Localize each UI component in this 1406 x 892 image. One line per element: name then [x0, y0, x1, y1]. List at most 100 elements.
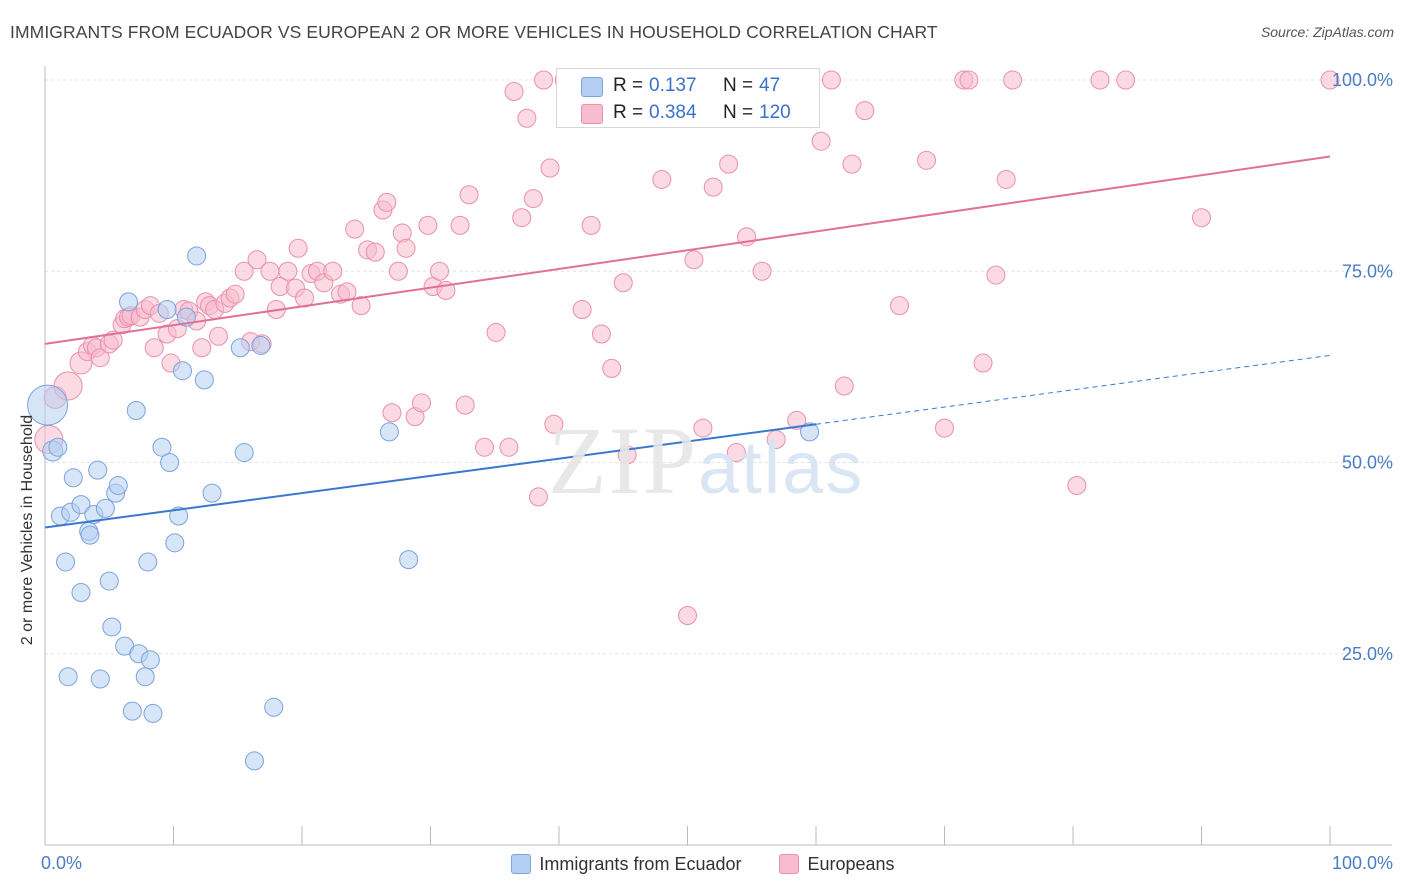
- europeans-point: [1192, 208, 1211, 228]
- ecuador-point: [88, 460, 108, 480]
- x-tick-label: 0.0%: [41, 853, 82, 873]
- europeans-point: [459, 185, 479, 205]
- europeans-point: [719, 154, 739, 174]
- legend-item-europeans[interactable]: Europeans: [779, 852, 895, 876]
- ecuador-point: [138, 552, 158, 572]
- europeans-point: [90, 348, 110, 368]
- europeans-point: [396, 238, 416, 258]
- europeans-point: [288, 238, 308, 258]
- ecuador-trend-line: [44, 423, 817, 529]
- ecuador-point: [48, 437, 68, 457]
- europeans-point: [474, 437, 494, 457]
- europeans-point: [890, 296, 910, 316]
- europeans-point: [1116, 70, 1136, 90]
- europeans-point: [821, 70, 841, 90]
- ecuador-point: [234, 443, 254, 463]
- stats-row-europeans: R = 0.384 N = 120: [557, 101, 819, 127]
- europeans-point: [1320, 70, 1340, 90]
- europeans-point: [429, 261, 449, 281]
- europeans-point: [787, 410, 807, 430]
- ecuador-point: [95, 498, 115, 518]
- y-axis-label: 2 or more Vehicles in Household: [19, 414, 36, 646]
- watermark-atlas: atlas: [698, 426, 865, 509]
- y-axis-label-wrap: 2 or more Vehicles in Household: [8, 330, 48, 730]
- europeans-point: [504, 81, 524, 101]
- europeans-point: [534, 70, 554, 90]
- europeans-point: [455, 395, 475, 415]
- y-tick-label: 50.0%: [1342, 453, 1393, 473]
- legend: Immigrants from Ecuador Europeans: [0, 852, 1406, 876]
- europeans-point: [693, 418, 713, 438]
- europeans-point: [811, 131, 831, 151]
- y-tick-label: 100.0%: [1332, 70, 1393, 90]
- europeans-point: [678, 606, 697, 625]
- europeans-point: [418, 215, 438, 235]
- ecuador-point: [119, 292, 139, 312]
- grid-lines: [45, 79, 1392, 655]
- ecuador-point: [71, 495, 91, 515]
- watermark: ZIPatlas: [548, 405, 864, 516]
- europeans-point: [365, 242, 385, 262]
- ecuador-point: [140, 650, 160, 670]
- legend-label-europeans: Europeans: [807, 853, 895, 874]
- ecuador-point: [143, 703, 163, 723]
- ecuador-point: [80, 525, 100, 545]
- ecuador-point: [194, 370, 214, 390]
- legend-swatch-europeans: [779, 854, 800, 874]
- europeans-swatch: [581, 104, 603, 124]
- europeans-point: [1090, 70, 1110, 90]
- ecuador-point: [172, 361, 192, 381]
- ecuador-point: [251, 335, 271, 355]
- r-label: R =: [613, 75, 644, 96]
- europeans-point: [917, 150, 937, 170]
- europeans-point: [499, 437, 519, 457]
- europeans-point: [684, 250, 704, 270]
- legend-item-ecuador[interactable]: Immigrants from Ecuador: [511, 852, 741, 876]
- n-label: N =: [723, 75, 754, 96]
- n-value: 47: [759, 75, 781, 96]
- europeans-point: [523, 189, 543, 209]
- ecuador-point: [187, 246, 207, 266]
- ecuador-point: [160, 453, 180, 472]
- europeans-point: [935, 418, 954, 438]
- stats-box: R = 0.137 N = 47 R = 0.384 N = 120: [556, 68, 820, 128]
- ecuador-point: [202, 483, 222, 503]
- ecuador-point: [58, 667, 78, 687]
- europeans-point: [382, 403, 402, 423]
- europeans-point: [512, 208, 532, 228]
- ecuador-point: [165, 533, 185, 553]
- europeans-point: [247, 250, 267, 270]
- europeans-point: [986, 265, 1006, 285]
- ecuador-point: [99, 571, 119, 591]
- europeans-point: [450, 215, 470, 235]
- ecuador-point: [169, 506, 189, 526]
- europeans-point: [234, 261, 254, 281]
- europeans-point: [528, 487, 548, 507]
- europeans-point: [572, 300, 592, 319]
- ecuador-point: [244, 751, 264, 771]
- europeans-point: [1067, 475, 1087, 495]
- r-value: 0.384: [649, 102, 697, 123]
- stats-row-ecuador: R = 0.137 N = 47: [557, 74, 819, 100]
- chart-title: IMMIGRANTS FROM ECUADOR VS EUROPEAN 2 OR…: [10, 22, 938, 42]
- europeans-points: [34, 70, 1340, 625]
- europeans-point: [225, 284, 245, 304]
- europeans-trend-line: [44, 155, 1331, 345]
- tick-labels: 25.0% 50.0% 75.0% 100.0% 0.0% 100.0%: [41, 70, 1393, 873]
- ecuador-point: [90, 669, 110, 689]
- europeans-point: [834, 376, 854, 396]
- europeans-point: [517, 108, 537, 128]
- europeans-point: [602, 358, 622, 378]
- ecuador-point: [108, 475, 128, 495]
- ecuador-point: [152, 437, 172, 457]
- trend-lines: [44, 155, 1331, 529]
- europeans-point: [591, 324, 611, 344]
- y-tick-label: 25.0%: [1342, 644, 1393, 664]
- ecuador-trend-extension: [815, 354, 1331, 425]
- watermark-zip: ZIP: [548, 407, 698, 514]
- europeans-point: [996, 169, 1016, 189]
- europeans-point: [959, 70, 979, 90]
- europeans-point: [412, 393, 432, 413]
- europeans-point: [337, 282, 357, 302]
